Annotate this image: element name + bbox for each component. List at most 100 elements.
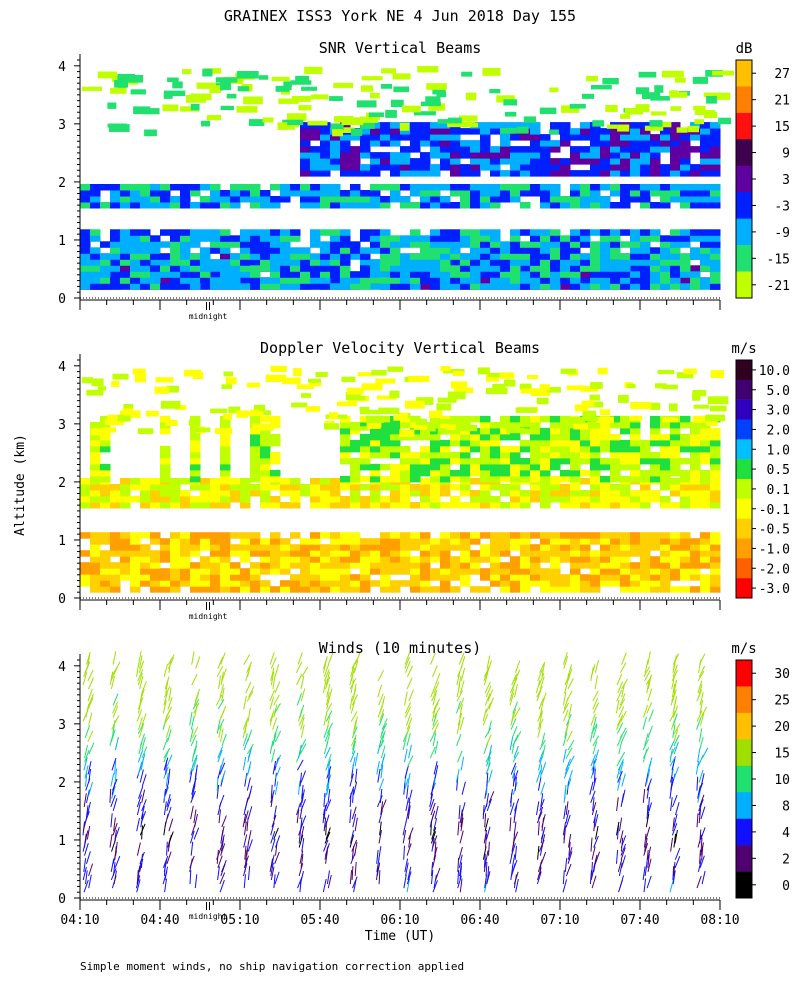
wind-barb bbox=[350, 679, 354, 694]
vel-sparse-echoes bbox=[81, 365, 729, 437]
vel-cell bbox=[220, 550, 231, 557]
wind-barb bbox=[298, 744, 302, 759]
snr-cell bbox=[670, 235, 681, 242]
vel-cell bbox=[670, 544, 681, 551]
snr-cell bbox=[450, 170, 461, 177]
wind-barb bbox=[594, 749, 599, 763]
snr-echo bbox=[127, 75, 144, 83]
vel-cell bbox=[500, 532, 511, 539]
wind-barb bbox=[642, 716, 647, 730]
wind-barb bbox=[646, 778, 652, 791]
snr-cell bbox=[240, 235, 251, 242]
vel-cell bbox=[380, 550, 391, 557]
vel-cell bbox=[530, 490, 541, 497]
vel-cell bbox=[560, 445, 571, 453]
vel-cell bbox=[600, 433, 611, 441]
wind-barb bbox=[168, 818, 174, 832]
snr-cell bbox=[690, 146, 701, 153]
vel-cell bbox=[630, 502, 641, 509]
wind-barb bbox=[323, 669, 330, 682]
snr-cell bbox=[300, 271, 311, 278]
vel-cell bbox=[630, 532, 641, 539]
vel-echo bbox=[436, 403, 452, 411]
wind-barb bbox=[673, 766, 680, 779]
wind-xtick-label: 04:40 bbox=[140, 913, 179, 928]
vel-echo bbox=[706, 418, 718, 426]
snr-cell bbox=[150, 235, 161, 242]
vel-echo bbox=[487, 372, 507, 378]
vel-cell bbox=[470, 538, 481, 545]
snr-cell bbox=[280, 241, 291, 248]
vel-echo bbox=[375, 378, 396, 384]
vel-cell bbox=[530, 421, 541, 429]
vel-cell bbox=[220, 469, 231, 477]
vel-cell bbox=[660, 496, 671, 503]
wind-barb bbox=[217, 718, 225, 730]
snr-cell bbox=[330, 164, 341, 171]
wind-barb bbox=[485, 702, 492, 714]
vel-cell bbox=[640, 544, 651, 551]
vel-cell bbox=[100, 415, 111, 423]
snr-cell bbox=[550, 235, 561, 242]
snr-cell bbox=[610, 241, 621, 248]
snr-cell bbox=[450, 190, 461, 197]
wind-barb bbox=[216, 720, 221, 734]
snr-cell bbox=[480, 229, 491, 236]
wind-barb bbox=[295, 661, 303, 674]
vel-echo bbox=[485, 374, 500, 382]
vel-cell bbox=[200, 490, 211, 497]
vel-cell bbox=[80, 478, 91, 485]
snr-cell bbox=[420, 235, 431, 242]
snr-cell bbox=[150, 271, 161, 278]
vel-cell bbox=[670, 586, 681, 593]
wind-barb bbox=[616, 718, 623, 730]
snr-cell bbox=[650, 253, 661, 260]
vel-cell bbox=[640, 574, 651, 581]
snr-cell bbox=[570, 128, 581, 135]
snr-echo bbox=[656, 121, 672, 128]
vel-cell bbox=[290, 574, 301, 581]
vel-cell bbox=[390, 550, 401, 557]
vel-cell bbox=[390, 502, 401, 509]
wind-barb bbox=[195, 656, 201, 669]
wind-barb bbox=[243, 874, 246, 889]
vel-cell bbox=[620, 496, 631, 503]
vel-cell bbox=[590, 475, 601, 483]
wind-barb bbox=[273, 694, 280, 706]
vel-cell bbox=[390, 490, 401, 497]
snr-cell bbox=[320, 146, 331, 153]
vel-cell bbox=[590, 502, 601, 509]
snr-echo bbox=[426, 83, 447, 90]
vel-cell bbox=[660, 556, 671, 563]
snr-cell bbox=[410, 184, 421, 191]
wind-barb bbox=[243, 695, 247, 710]
wind-barb bbox=[193, 809, 197, 824]
vel-cell bbox=[490, 457, 501, 465]
wind-barb bbox=[114, 826, 120, 840]
wind-barb bbox=[248, 785, 253, 799]
snr-cell bbox=[230, 184, 241, 191]
snr-cell bbox=[410, 170, 421, 177]
wind-barb bbox=[86, 651, 91, 665]
vel-cell bbox=[410, 580, 421, 587]
vel-cell bbox=[610, 556, 621, 563]
vel-cell bbox=[710, 556, 721, 563]
wind-barb bbox=[404, 858, 409, 872]
wind-barb bbox=[189, 769, 193, 783]
wind-barb bbox=[378, 846, 382, 860]
vel-cell bbox=[210, 580, 221, 587]
vel-echo bbox=[649, 402, 661, 410]
snr-cell bbox=[400, 265, 411, 272]
wind-barb bbox=[299, 850, 304, 864]
snr-cell bbox=[350, 196, 361, 203]
snr-cell bbox=[500, 140, 511, 147]
wind-barb bbox=[349, 678, 357, 690]
vel-cell bbox=[380, 580, 391, 587]
vel-cell bbox=[530, 484, 541, 491]
vel-echo bbox=[357, 372, 373, 377]
vel-cell bbox=[460, 490, 471, 497]
snr-echo bbox=[271, 76, 290, 82]
snr-cell bbox=[140, 283, 151, 290]
vel-cell bbox=[420, 568, 431, 575]
vel-cell bbox=[580, 478, 591, 485]
